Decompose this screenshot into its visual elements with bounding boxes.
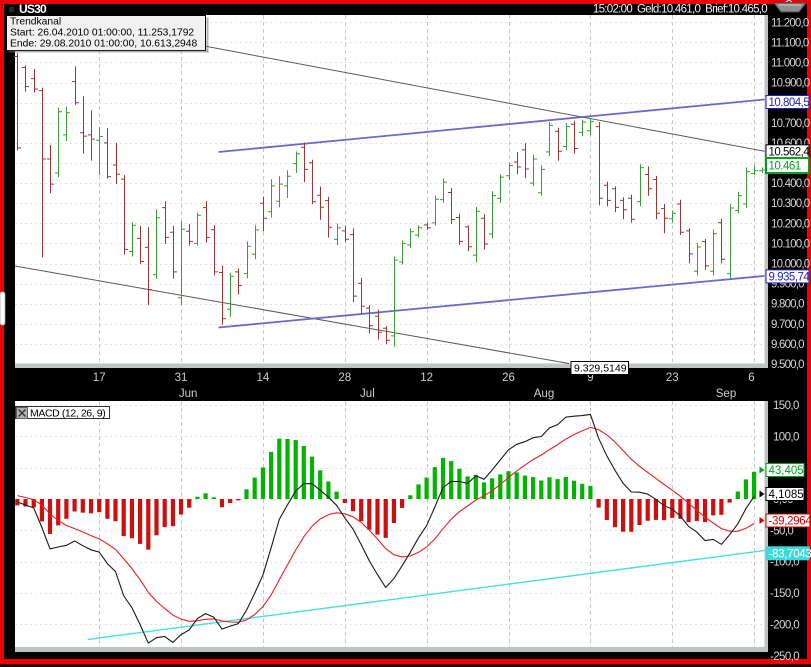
- svg-text:28: 28: [338, 372, 351, 384]
- svg-text:11.100,0: 11.100,0: [771, 37, 809, 49]
- svg-text:10.804,5: 10.804,5: [769, 97, 810, 109]
- svg-text:11.000,0: 11.000,0: [771, 58, 809, 70]
- svg-text:14: 14: [257, 372, 270, 384]
- svg-text:10.300,0: 10.300,0: [771, 198, 810, 210]
- svg-text:Sep: Sep: [716, 388, 736, 400]
- svg-text:US30: US30: [19, 2, 47, 16]
- svg-text:Trendkanal: Trendkanal: [10, 17, 61, 28]
- svg-text:10.200,0: 10.200,0: [771, 218, 810, 230]
- svg-text:10.400,0: 10.400,0: [771, 178, 810, 190]
- svg-text:10.900,0: 10.900,0: [771, 78, 810, 90]
- svg-text:-200,0: -200,0: [770, 619, 799, 631]
- svg-text:10.000,0: 10.000,0: [771, 259, 810, 271]
- svg-text:6: 6: [748, 372, 754, 384]
- svg-text:9.700,0: 9.700,0: [771, 319, 804, 331]
- svg-text:17: 17: [93, 372, 106, 384]
- svg-text:4,1085: 4,1085: [769, 489, 804, 501]
- svg-text:11.200,0: 11.200,0: [771, 17, 809, 29]
- svg-text:9.600,0: 9.600,0: [771, 339, 804, 351]
- svg-text:Start: 26.04.2010 01:00:00, 11: Start: 26.04.2010 01:00:00, 11.253,1792: [10, 28, 194, 39]
- svg-text:26: 26: [502, 372, 515, 384]
- svg-text:Ende: 29.08.2010 01:00:00, 10.: Ende: 29.08.2010 01:00:00, 10.613,2948: [10, 39, 198, 50]
- svg-text:-250,0: -250,0: [770, 651, 799, 663]
- svg-text:9.329,5149: 9.329,5149: [574, 363, 627, 375]
- svg-text:Aug: Aug: [534, 388, 554, 400]
- svg-text:-39,2964: -39,2964: [769, 516, 811, 528]
- svg-text:10.562,4: 10.562,4: [769, 146, 811, 158]
- svg-text:-150,0: -150,0: [770, 588, 799, 600]
- svg-text:23: 23: [666, 372, 679, 384]
- svg-text:Jun: Jun: [179, 388, 198, 400]
- svg-text:31: 31: [175, 372, 188, 384]
- svg-text:9.800,0: 9.800,0: [771, 299, 804, 311]
- svg-text:12: 12: [420, 372, 433, 384]
- svg-text:10.100,0: 10.100,0: [771, 238, 810, 250]
- svg-text:-50,0: -50,0: [770, 525, 793, 537]
- svg-text:9.935,74: 9.935,74: [769, 271, 811, 283]
- svg-text:-83,7043: -83,7043: [769, 548, 811, 560]
- svg-text:150,0: 150,0: [773, 400, 799, 412]
- svg-text:43,405: 43,405: [769, 465, 804, 477]
- svg-text:10.700,0: 10.700,0: [771, 118, 810, 130]
- svg-text:9: 9: [587, 372, 593, 384]
- svg-text:9.500,0: 9.500,0: [771, 359, 804, 371]
- svg-text:Jul: Jul: [360, 388, 375, 400]
- svg-text:10.461: 10.461: [769, 161, 801, 173]
- svg-text:100,0: 100,0: [773, 431, 799, 443]
- svg-text:MACD (12, 26, 9): MACD (12, 26, 9): [30, 408, 105, 420]
- svg-text:15:02:00 Geld:10.461,0 Brief: 15:02:00 Geld:10.461,0 Brief:10.465,0: [593, 4, 767, 16]
